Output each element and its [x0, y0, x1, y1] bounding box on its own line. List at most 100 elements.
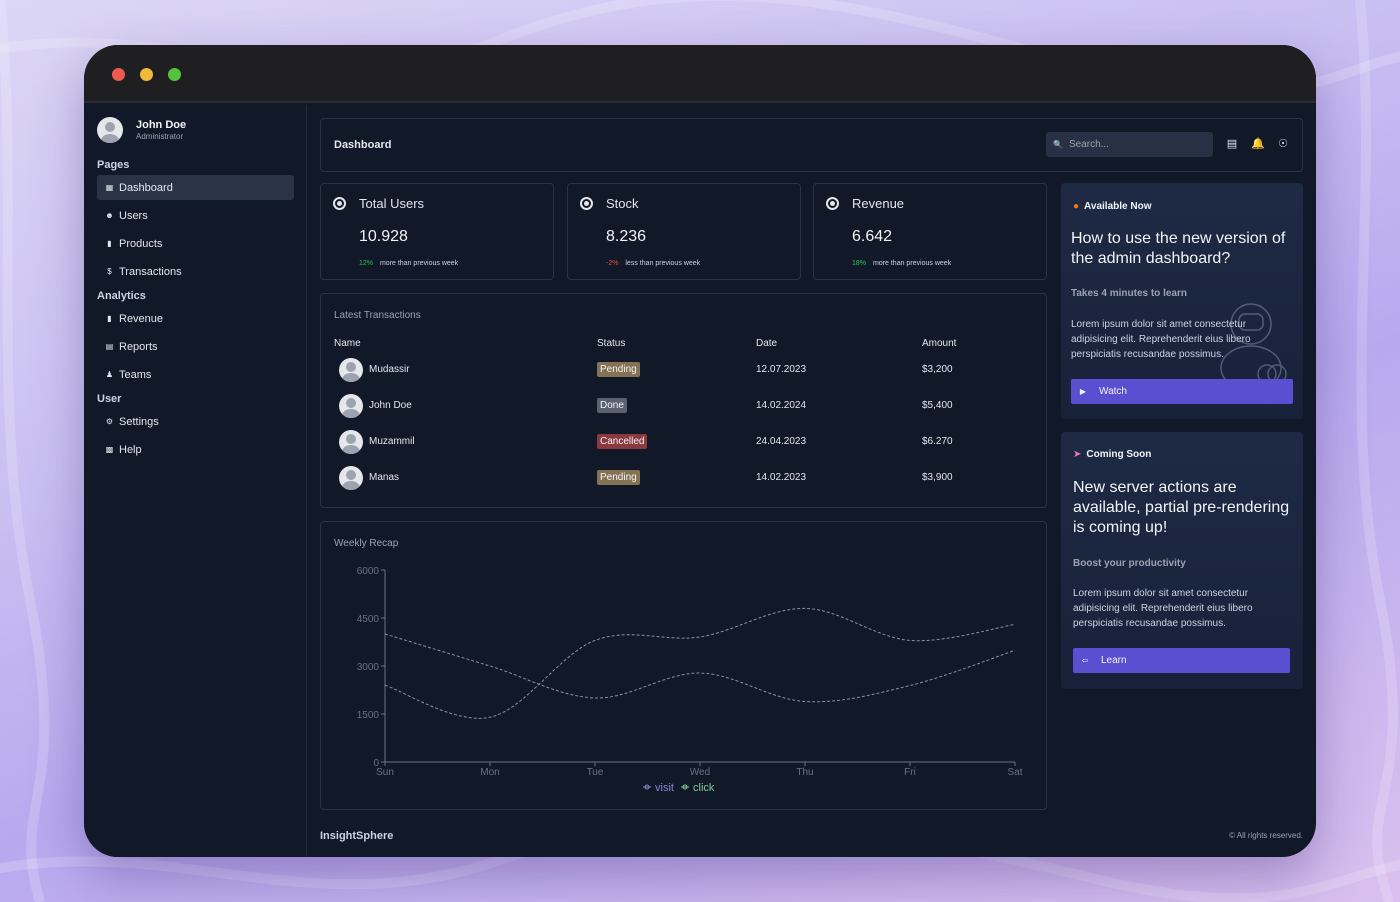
user-profile[interactable]: John Doe Administrator — [97, 117, 186, 143]
grid-icon: ▦ — [105, 183, 114, 192]
gear-icon: ⚙ — [105, 417, 114, 426]
status-badge: Pending — [597, 470, 640, 485]
top-bar: Dashboard 🔍 ▤ 🔔 ☉ — [320, 118, 1303, 172]
promo-card-available-now: ● Available Now How to use the new versi… — [1061, 183, 1303, 419]
promo-subtitle: Boost your productivity — [1073, 558, 1186, 569]
series-line-click — [384, 607, 1016, 719]
stat-value: 10.928 — [359, 228, 408, 245]
promo-tag-label: Coming Soon — [1086, 449, 1152, 460]
y-tick-label: 6000 — [357, 566, 380, 577]
sidebar: John Doe Administrator Pages ▦ Dashboard… — [84, 105, 307, 857]
column-header-status: Status — [597, 338, 626, 349]
promo-tag: ● Available Now — [1073, 201, 1151, 212]
sidebar-item-transactions[interactable]: $ Transactions — [97, 259, 294, 284]
stat-trend-note: more than previous week — [872, 260, 952, 267]
section-label-user: User — [97, 393, 122, 405]
play-icon: ▶ — [1079, 386, 1087, 396]
tx-amount: $5,400 — [922, 400, 953, 411]
search-input[interactable] — [1068, 139, 1209, 150]
series-line-visit — [384, 633, 1016, 703]
sidebar-item-label: Settings — [119, 415, 159, 428]
page-title: Dashboard — [334, 139, 392, 151]
sidebar-item-products[interactable]: ▮ Products — [97, 231, 294, 256]
tx-date: 14.02.2023 — [756, 472, 807, 483]
window-titlebar — [84, 45, 1316, 103]
table-row[interactable]: John Doe Done 14.02.2024 $5,400 — [321, 391, 1048, 421]
stat-value: 8.236 — [606, 228, 647, 245]
sidebar-item-users[interactable]: ☻ Users — [97, 203, 294, 228]
tx-name: John Doe — [369, 400, 412, 411]
flame-icon: ● — [1073, 201, 1080, 212]
learn-button[interactable]: ⇦ Learn — [1073, 648, 1290, 673]
maximize-window-button[interactable] — [168, 68, 181, 81]
profile-name: John Doe — [136, 119, 187, 131]
user-circle-icon — [333, 197, 346, 210]
sidebar-item-dashboard[interactable]: ▦ Dashboard — [97, 175, 294, 200]
table-row[interactable]: Mudassir Pending 12.07.2023 $3,200 — [321, 355, 1048, 385]
sidebar-item-settings[interactable]: ⚙ Settings — [97, 409, 294, 434]
user-circle-icon — [826, 197, 839, 210]
button-label: Watch — [1099, 386, 1127, 397]
footer-copyright: © All rights reserved. — [1229, 831, 1303, 840]
close-window-button[interactable] — [112, 68, 125, 81]
legend-dot-visit — [644, 784, 650, 790]
tx-amount: $6.270 — [922, 436, 953, 447]
legend-dot-click — [682, 784, 688, 790]
briefcase-icon: ▮ — [107, 314, 112, 323]
promo-tag-label: Available Now — [1084, 201, 1152, 212]
column-header-date: Date — [756, 338, 778, 349]
promo-heading: How to use the new version of the admin … — [1071, 230, 1286, 267]
bell-icon[interactable]: 🔔 — [1251, 138, 1265, 150]
arrow-icon: ⇦ — [1081, 655, 1089, 665]
stat-card-total-users: Total Users 10.928 12% more than previou… — [320, 183, 554, 280]
stat-title: Stock — [606, 196, 639, 211]
table-row[interactable]: Muzammil Cancelled 24.04.2023 $6.270 — [321, 427, 1048, 457]
status-badge: Pending — [597, 362, 640, 377]
y-tick-label: 3000 — [357, 662, 380, 673]
stat-trend-pct: 12% — [359, 260, 374, 267]
watch-button[interactable]: ▶ Watch — [1071, 379, 1293, 404]
promo-body: Lorem ipsum dolor sit amet consectetur a… — [1073, 588, 1253, 629]
stat-trend-pct: -2% — [606, 260, 619, 267]
sidebar-item-label: Teams — [119, 368, 152, 381]
message-icon[interactable]: ▤ — [1226, 138, 1238, 150]
dollar-icon: $ — [107, 267, 112, 276]
promo-tag: ➤ Coming Soon — [1073, 449, 1151, 460]
button-label: Learn — [1101, 655, 1127, 666]
rocket-icon: ➤ — [1073, 449, 1082, 460]
people-icon: ♟ — [105, 370, 114, 379]
search-box[interactable]: 🔍 — [1046, 132, 1213, 157]
globe-icon[interactable]: ☉ — [1278, 138, 1288, 150]
sidebar-item-teams[interactable]: ♟ Teams — [97, 362, 294, 387]
promo-body: Lorem ipsum dolor sit amet consectetur a… — [1071, 319, 1251, 360]
minimize-window-button[interactable] — [140, 68, 153, 81]
sidebar-item-label: Reports — [119, 340, 158, 353]
y-tick-label: 4500 — [357, 614, 380, 625]
sidebar-item-label: Help — [119, 443, 142, 456]
sidebar-item-revenue[interactable]: ▮ Revenue — [97, 306, 294, 331]
sidebar-item-label: Revenue — [119, 312, 164, 325]
status-badge: Done — [597, 398, 627, 413]
sidebar-item-label: Dashboard — [119, 181, 173, 194]
column-header-name: Name — [334, 338, 361, 349]
tx-amount: $3,900 — [922, 472, 953, 483]
stat-title: Total Users — [359, 196, 425, 211]
sidebar-item-help[interactable]: ▩ Help — [97, 437, 294, 462]
promo-card-coming-soon: ➤ Coming Soon New server actions are ava… — [1061, 432, 1303, 689]
sidebar-item-label: Products — [119, 237, 163, 250]
sidebar-item-reports[interactable]: ▤ Reports — [97, 334, 294, 359]
status-badge: Cancelled — [597, 434, 648, 449]
avatar — [339, 430, 363, 454]
stat-trend-note: more than previous week — [379, 260, 459, 267]
legend-label-visit: visit — [655, 782, 674, 794]
weekly-recap-chart: Weekly Recap 6000 4500 3000 1500 0 Sun Mon Tue W… — [320, 521, 1047, 810]
sidebar-item-label: Users — [119, 209, 148, 222]
tx-amount: $3,200 — [922, 364, 953, 375]
transactions-table: Latest Transactions Name Status Date Amo… — [320, 293, 1047, 508]
stat-trend: -2% less than previous week — [606, 260, 700, 267]
promo-heading: New server actions are available, partia… — [1073, 479, 1290, 536]
app-window: John Doe Administrator Pages ▦ Dashboard… — [84, 45, 1316, 857]
stat-trend: 18% more than previous week — [852, 260, 951, 267]
table-row[interactable]: Manas Pending 14.02.2023 $3,900 — [321, 463, 1048, 493]
column-header-amount: Amount — [922, 338, 957, 349]
